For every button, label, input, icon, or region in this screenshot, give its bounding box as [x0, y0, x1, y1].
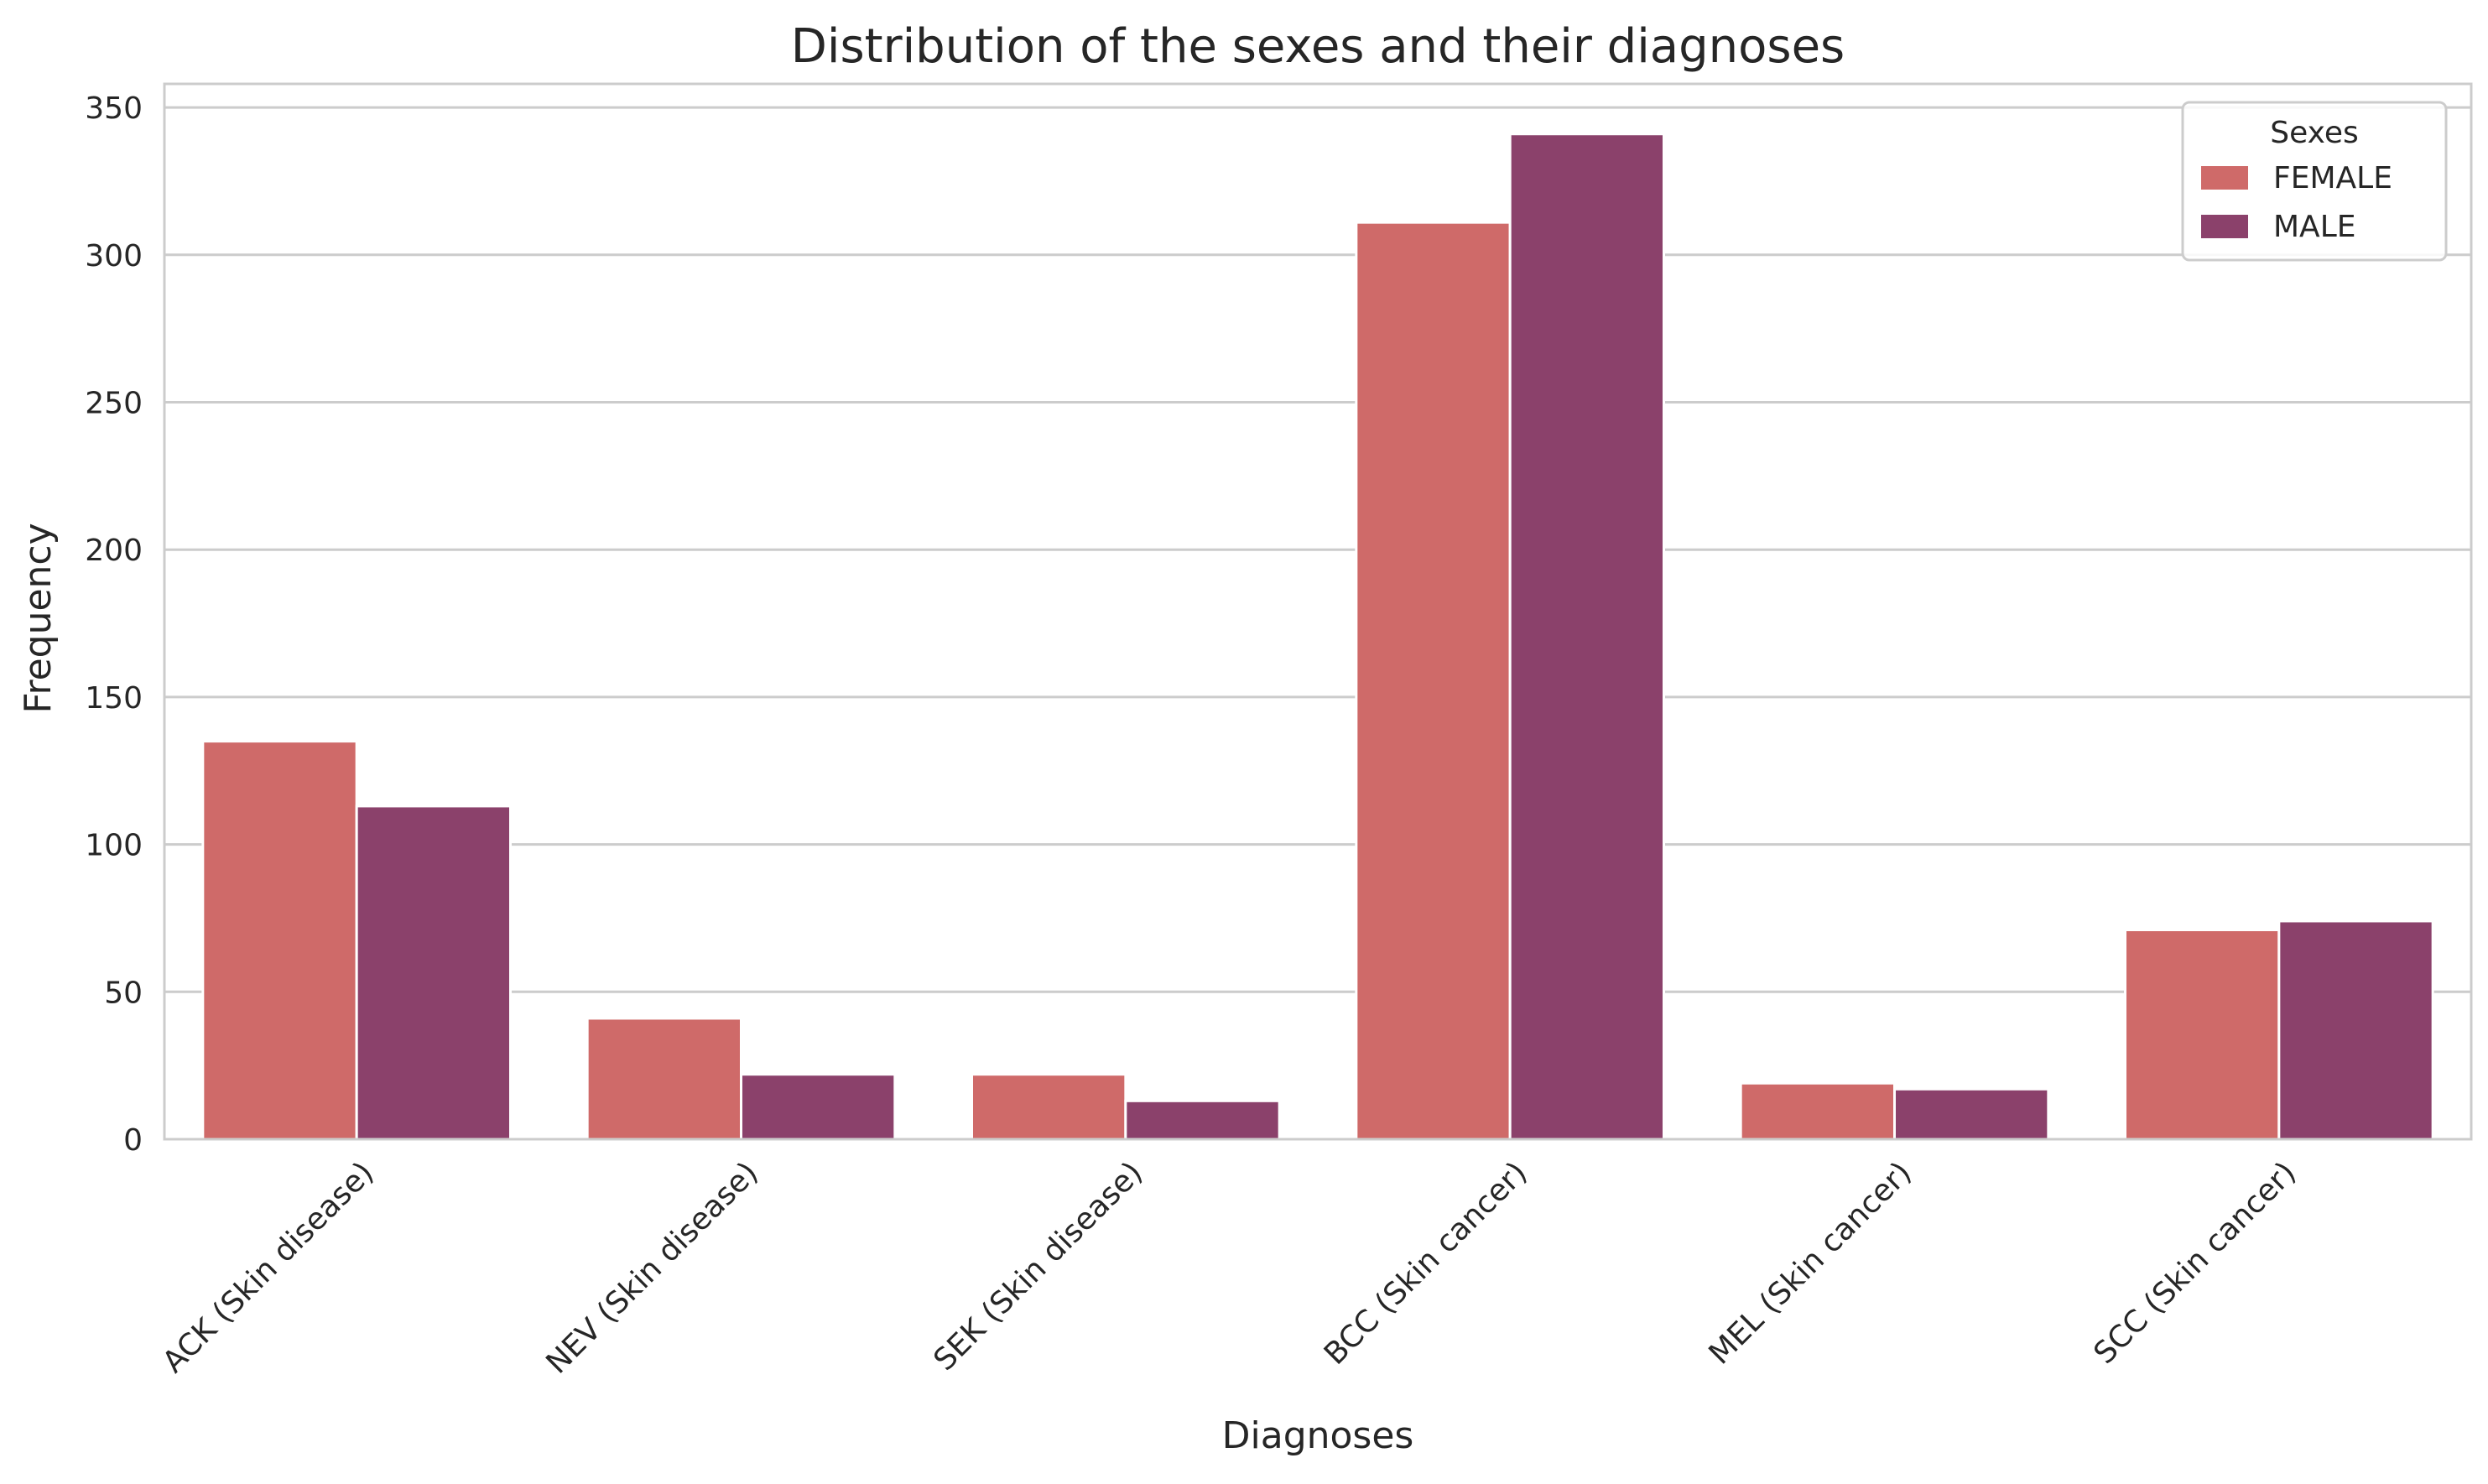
x-tick-label: MEL (Skin cancer)	[1703, 1155, 1918, 1371]
x-tick-label: BCC (Skin cancer)	[1318, 1155, 1534, 1372]
x-tick-label: SEK (Skin disease)	[927, 1155, 1149, 1377]
legend-label-male: MALE	[2273, 210, 2356, 244]
y-tick-label: 300	[85, 239, 143, 273]
bar-male	[1124, 1099, 1281, 1141]
bar-female	[971, 1073, 1127, 1141]
y-tick-label: 350	[85, 91, 143, 126]
bar-male	[1893, 1087, 2050, 1141]
bar-female	[201, 740, 358, 1141]
y-tick-label: 50	[104, 976, 143, 1010]
y-tick-label: 200	[85, 534, 143, 568]
bar-male	[1508, 133, 1665, 1141]
bar-female	[1355, 221, 1512, 1141]
x-tick-label: NEV (Skin disease)	[539, 1155, 764, 1380]
plot-frame	[163, 82, 2473, 1141]
bar-female	[586, 1017, 743, 1141]
y-tick-label: 0	[123, 1123, 143, 1158]
y-axis-label: Frequency	[17, 523, 60, 713]
legend: Sexes FEMALE MALE	[2181, 101, 2448, 262]
x-tick-label: SCC (Skin cancer)	[2087, 1155, 2303, 1371]
bar-male	[740, 1073, 897, 1141]
x-tick-labels: ACK (Skin disease) NEV (Skin disease) SEK …	[156, 1155, 2303, 1380]
bar-female	[2124, 929, 2281, 1141]
bar-male	[2277, 919, 2434, 1141]
legend-swatch-male	[2201, 215, 2248, 238]
legend-title: Sexes	[2270, 116, 2358, 150]
chart-title: Distribution of the sexes and their diag…	[791, 19, 1845, 74]
grid-lines	[164, 106, 2471, 1141]
bars	[201, 133, 2434, 1141]
legend-swatch-female	[2201, 166, 2248, 190]
legend-box	[2181, 101, 2448, 262]
x-tick-label: ACK (Skin disease)	[156, 1155, 380, 1379]
y-tick-label: 100	[85, 829, 143, 863]
y-tick-label: 250	[85, 387, 143, 421]
y-tick-label: 150	[85, 681, 143, 716]
y-tick-labels: 0 50 100 150 200 250 300 350	[85, 91, 143, 1158]
legend-label-female: FEMALE	[2273, 161, 2392, 195]
bar-male	[355, 804, 512, 1141]
bar-female	[1739, 1081, 1897, 1141]
x-axis-label: Diagnoses	[1222, 1414, 1414, 1457]
